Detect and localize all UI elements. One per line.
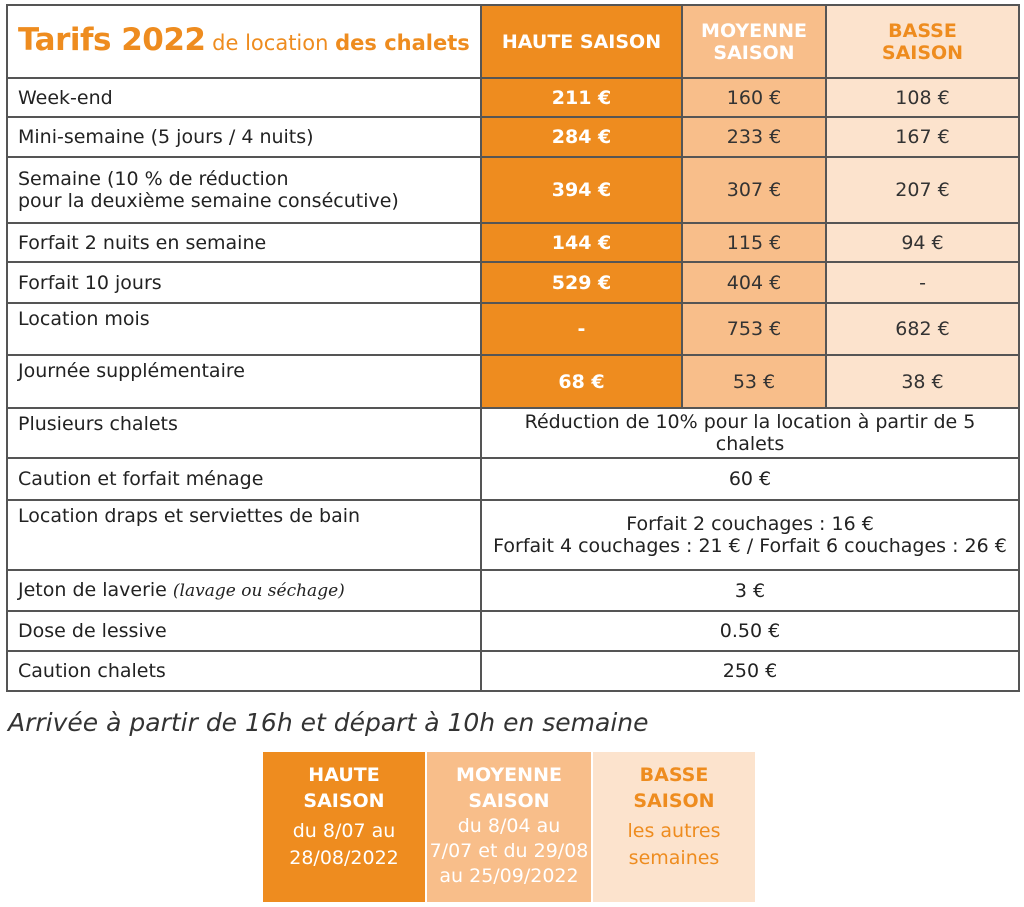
- row-label: Plusieurs chalets: [6, 407, 482, 459]
- price-haute: 211 €: [480, 77, 683, 118]
- price-haute: 529 €: [480, 261, 683, 304]
- legend-title: HAUTE SAISON: [303, 764, 385, 812]
- price-moyenne: 160 €: [681, 77, 827, 118]
- price-basse: 94 €: [825, 222, 1020, 263]
- row-value: 0.50 €: [480, 610, 1020, 652]
- arrival-note: Arrivée à partir de 16h et départ à 10h …: [8, 708, 649, 737]
- price-basse: 38 €: [825, 354, 1020, 409]
- price-moyenne: 53 €: [681, 354, 827, 409]
- row-label: Journée supplémentaire: [6, 354, 482, 409]
- legend-dates: du 8/04 au 7/07 et du 29/08 au 25/09/2022: [429, 815, 589, 887]
- legend-basse-saison: BASSE SAISON les autres semaines: [593, 752, 755, 902]
- row-value: Réduction de 10% pour la location à part…: [480, 407, 1020, 459]
- table-row: Dose de lessive 0.50 €: [6, 610, 1020, 652]
- header-row: Tarifs 2022 de location des chalets HAUT…: [6, 4, 1020, 79]
- legend-haute-saison: HAUTE SAISON du 8/07 au 28/08/2022: [263, 752, 425, 902]
- row-label: Semaine (10 % de réduction pour la deuxiè…: [6, 156, 482, 224]
- row-label: Location mois: [6, 302, 482, 356]
- price-basse: 682 €: [825, 302, 1020, 356]
- price-moyenne: 307 €: [681, 156, 827, 224]
- price-moyenne: 404 €: [681, 261, 827, 304]
- table-row: Journée supplémentaire 68 € 53 € 38 €: [6, 354, 1020, 409]
- price-basse: 207 €: [825, 156, 1020, 224]
- row-label: Dose de lessive: [6, 610, 482, 652]
- row-label: Forfait 10 jours: [6, 261, 482, 304]
- row-value: 3 €: [480, 569, 1020, 612]
- row-value: 60 €: [480, 457, 1020, 501]
- price-basse: -: [825, 261, 1020, 304]
- table-row: Plusieurs chalets Réduction de 10% pour …: [6, 407, 1020, 459]
- table-row: Location draps et serviettes de bain For…: [6, 499, 1020, 571]
- tariff-table: Tarifs 2022 de location des chalets HAUT…: [6, 4, 1020, 692]
- row-value: Forfait 2 couchages : 16 € Forfait 4 couc…: [480, 499, 1020, 571]
- price-haute: 394 €: [480, 156, 683, 224]
- row-label: Location draps et serviettes de bain: [6, 499, 482, 571]
- title-bold: des chalets: [335, 30, 470, 55]
- row-label: Forfait 2 nuits en semaine: [6, 222, 482, 263]
- header-haute-saison: HAUTE SAISON: [480, 4, 683, 79]
- table-row: Caution et forfait ménage 60 €: [6, 457, 1020, 501]
- row-label: Jeton de laverie (lavage ou séchage): [6, 569, 482, 612]
- legend-dates: les autres semaines: [627, 820, 721, 869]
- table-row: Mini-semaine (5 jours / 4 nuits) 284 € 2…: [6, 116, 1020, 158]
- table-title: Tarifs 2022 de location des chalets: [6, 4, 482, 79]
- row-label: Caution chalets: [6, 650, 482, 692]
- title-mid: de location: [205, 30, 336, 55]
- legend-moyenne-saison: MOYENNE SAISON du 8/04 au 7/07 et du 29/08…: [427, 752, 591, 902]
- table-row: Location mois - 753 € 682 €: [6, 302, 1020, 356]
- table-row: Week-end 211 € 160 € 108 €: [6, 77, 1020, 118]
- row-label: Mini-semaine (5 jours / 4 nuits): [6, 116, 482, 158]
- price-basse: 167 €: [825, 116, 1020, 158]
- table-row: Forfait 10 jours 529 € 404 € -: [6, 261, 1020, 304]
- table-row: Semaine (10 % de réduction pour la deuxiè…: [6, 156, 1020, 224]
- header-moyenne-saison: MOYENNE SAISON: [681, 4, 827, 79]
- table-row: Jeton de laverie (lavage ou séchage) 3 €: [6, 569, 1020, 612]
- price-moyenne: 233 €: [681, 116, 827, 158]
- price-haute: 68 €: [480, 354, 683, 409]
- legend-dates: du 8/07 au 28/08/2022: [289, 820, 399, 869]
- table-row: Caution chalets 250 €: [6, 650, 1020, 692]
- table-row: Forfait 2 nuits en semaine 144 € 115 € 9…: [6, 222, 1020, 263]
- price-basse: 108 €: [825, 77, 1020, 118]
- title-year: Tarifs 2022: [18, 21, 206, 58]
- legend-title: BASSE SAISON: [633, 764, 715, 812]
- header-basse-saison: BASSE SAISON: [825, 4, 1020, 79]
- row-label: Week-end: [6, 77, 482, 118]
- legend-title: MOYENNE SAISON: [456, 764, 562, 812]
- row-value: 250 €: [480, 650, 1020, 692]
- price-haute: 144 €: [480, 222, 683, 263]
- price-haute: 284 €: [480, 116, 683, 158]
- price-haute: -: [480, 302, 683, 356]
- price-moyenne: 753 €: [681, 302, 827, 356]
- row-label: Caution et forfait ménage: [6, 457, 482, 501]
- price-moyenne: 115 €: [681, 222, 827, 263]
